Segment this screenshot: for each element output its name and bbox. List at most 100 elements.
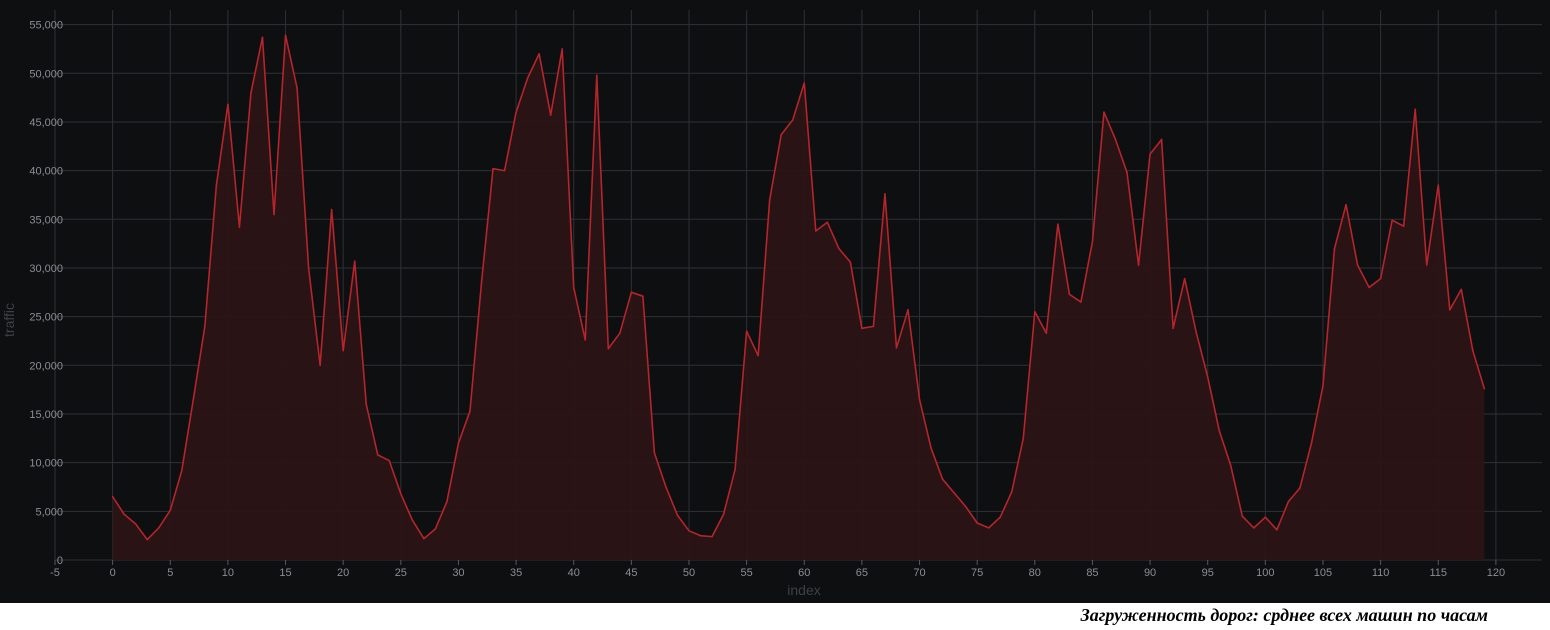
x-tick-label: 15 <box>279 567 291 579</box>
data-point <box>1183 277 1186 280</box>
chart-panel: 0 5,000 10,000 15,000 20,000 25,000 30,000 35,0… <box>0 0 1550 603</box>
data-point <box>584 339 587 341</box>
data-point <box>1414 108 1417 111</box>
data-point <box>1287 500 1290 503</box>
data-point <box>1310 442 1313 444</box>
data-point <box>653 452 656 454</box>
x-tick-label: 60 <box>798 567 810 579</box>
data-point <box>1057 223 1059 225</box>
data-point <box>1322 384 1324 387</box>
y-tick-label: 15,000 <box>29 409 63 421</box>
data-point <box>469 410 471 412</box>
data-point <box>342 349 344 352</box>
x-tick-label: 55 <box>741 567 753 579</box>
data-point <box>803 82 806 84</box>
data-point <box>665 486 667 488</box>
data-point <box>169 509 172 512</box>
x-tick-label: 95 <box>1202 567 1214 579</box>
data-point <box>1103 111 1105 114</box>
data-point <box>538 53 540 55</box>
data-point <box>1253 527 1255 529</box>
x-tick-label: 70 <box>913 567 925 579</box>
data-point <box>1483 387 1486 390</box>
data-point <box>1472 349 1474 352</box>
x-tick-label: 75 <box>971 567 983 579</box>
data-point <box>561 48 563 50</box>
data-point <box>711 535 713 538</box>
data-point <box>699 534 702 537</box>
data-point <box>492 167 494 170</box>
data-point <box>964 505 967 508</box>
data-point <box>123 513 125 516</box>
data-point <box>250 91 252 94</box>
data-point <box>146 538 149 541</box>
data-point <box>180 469 183 472</box>
data-point <box>1345 203 1347 206</box>
data-point <box>157 527 160 529</box>
y-tick-label: 35,000 <box>29 214 63 226</box>
x-tick-label: 85 <box>1086 567 1098 579</box>
data-point <box>330 208 333 211</box>
y-tick-label: 10,000 <box>29 458 63 470</box>
data-point <box>688 529 690 532</box>
y-axis-title: traffic <box>1 303 17 337</box>
x-tick-label: 105 <box>1314 567 1332 579</box>
data-point <box>595 74 598 77</box>
data-point <box>1379 277 1382 280</box>
data-point <box>872 325 875 328</box>
data-point <box>814 230 817 232</box>
data-point <box>676 514 679 517</box>
data-point <box>365 403 368 406</box>
x-axis-title: index <box>787 582 820 598</box>
data-point <box>791 119 794 121</box>
data-point <box>1356 264 1359 266</box>
data-point <box>1206 376 1209 378</box>
data-point <box>1333 247 1336 250</box>
data-point <box>1391 219 1393 222</box>
data-point <box>1149 153 1151 155</box>
data-point <box>1195 331 1197 334</box>
data-point <box>307 267 310 269</box>
data-point <box>999 516 1002 518</box>
data-point <box>353 260 356 262</box>
data-point <box>849 261 852 263</box>
data-point <box>1010 491 1013 493</box>
data-point <box>1218 429 1221 432</box>
data-point <box>1034 310 1036 313</box>
data-layer <box>111 34 1486 561</box>
data-point <box>642 295 644 297</box>
data-point <box>1264 516 1267 518</box>
x-tick-label: 20 <box>337 567 349 579</box>
x-tick-label: -5 <box>50 567 60 579</box>
data-point <box>388 459 391 462</box>
data-point <box>503 169 506 172</box>
data-point <box>907 309 909 311</box>
x-tick-label: 50 <box>683 567 695 579</box>
y-tick-label: 0 <box>57 555 63 567</box>
data-point <box>987 527 990 529</box>
data-point <box>1172 327 1174 330</box>
x-tick-label: 45 <box>625 567 637 579</box>
data-point <box>1080 301 1082 303</box>
data-point <box>930 447 932 449</box>
data-point <box>446 500 448 503</box>
y-tick-label: 45,000 <box>29 117 63 129</box>
data-point <box>1299 487 1301 489</box>
x-tick-label: 115 <box>1429 567 1447 579</box>
data-point <box>941 478 944 481</box>
y-tick-label: 50,000 <box>29 68 63 80</box>
data-point <box>1460 288 1463 291</box>
data-point <box>457 442 460 444</box>
data-point <box>400 493 402 495</box>
data-point <box>918 398 921 401</box>
data-point <box>1402 225 1405 227</box>
x-tick-label: 5 <box>167 567 173 579</box>
data-point <box>273 213 275 216</box>
x-tick-label: 90 <box>1144 567 1156 579</box>
series-area <box>112 35 1485 561</box>
data-point <box>134 523 137 525</box>
data-point <box>111 495 114 498</box>
data-point <box>423 537 425 540</box>
data-point <box>411 519 414 521</box>
y-tick-label: 40,000 <box>29 166 63 178</box>
